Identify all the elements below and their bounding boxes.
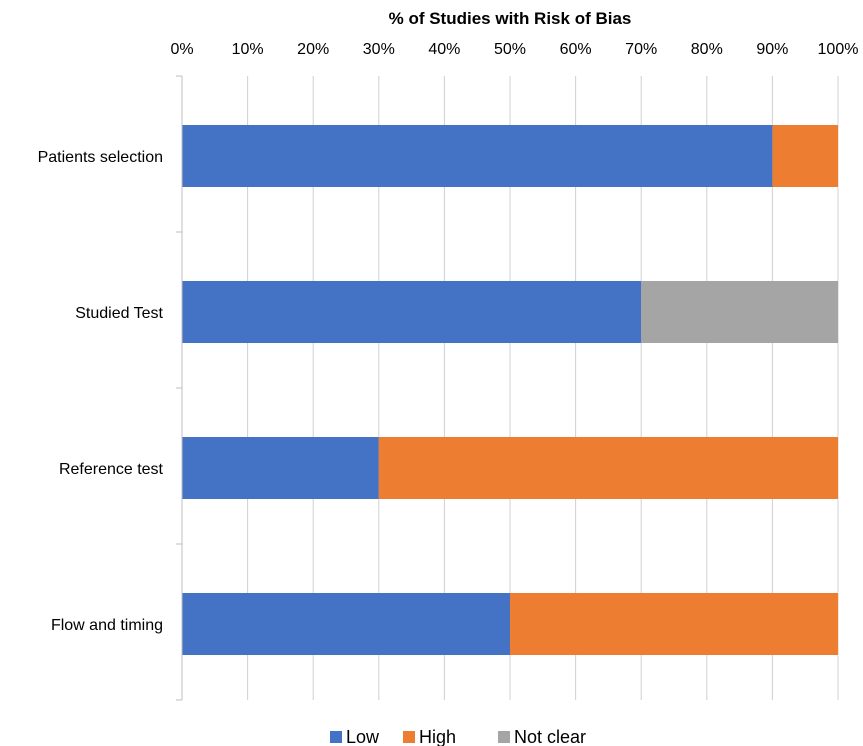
legend: Low High Not clear (330, 727, 586, 746)
x-tick-label: 20% (297, 41, 329, 58)
x-tick-label: 30% (363, 41, 395, 58)
bar-reference-test-low (182, 437, 379, 499)
legend-swatch-high (403, 731, 415, 743)
x-tick-label: 50% (494, 41, 526, 58)
legend-swatch-not-clear (498, 731, 510, 743)
y-axis (176, 75, 183, 701)
chart-title: % of Studies with Risk of Bias (389, 9, 632, 28)
x-axis-tick-labels: 0% 10% 20% 30% 40% 50% 60% 70% 80% 90% 100% (170, 41, 858, 58)
x-tick-label: 40% (428, 41, 460, 58)
legend-label-low: Low (346, 727, 380, 746)
legend-swatch-low (330, 731, 342, 743)
bar-studied-test-low (182, 281, 642, 343)
legend-label-not-clear: Not clear (514, 727, 586, 746)
x-tick-label: 80% (691, 41, 723, 58)
bar-flow-and-timing-low (182, 593, 510, 655)
x-tick-label: 90% (756, 41, 788, 58)
bar-studied-test-not-clear (641, 281, 838, 343)
category-labels: Patients selection Studied Test Reference … (38, 149, 164, 634)
x-tick-label: 70% (625, 41, 657, 58)
legend-label-high: High (419, 727, 456, 746)
category-label-studied-test: Studied Test (75, 305, 163, 322)
bars (182, 125, 838, 655)
bar-reference-test-high (378, 437, 838, 499)
x-tick-label: 0% (170, 41, 193, 58)
x-tick-label: 100% (818, 41, 859, 58)
bar-patients-selection-low (182, 125, 773, 187)
bar-patients-selection-high (772, 125, 838, 187)
category-label-flow-and-timing: Flow and timing (51, 617, 163, 634)
bar-flow-and-timing-high (510, 593, 838, 655)
x-tick-label: 10% (232, 41, 264, 58)
x-tick-label: 60% (560, 41, 592, 58)
category-label-patients-selection: Patients selection (38, 149, 163, 166)
category-label-reference-test: Reference test (59, 461, 164, 478)
